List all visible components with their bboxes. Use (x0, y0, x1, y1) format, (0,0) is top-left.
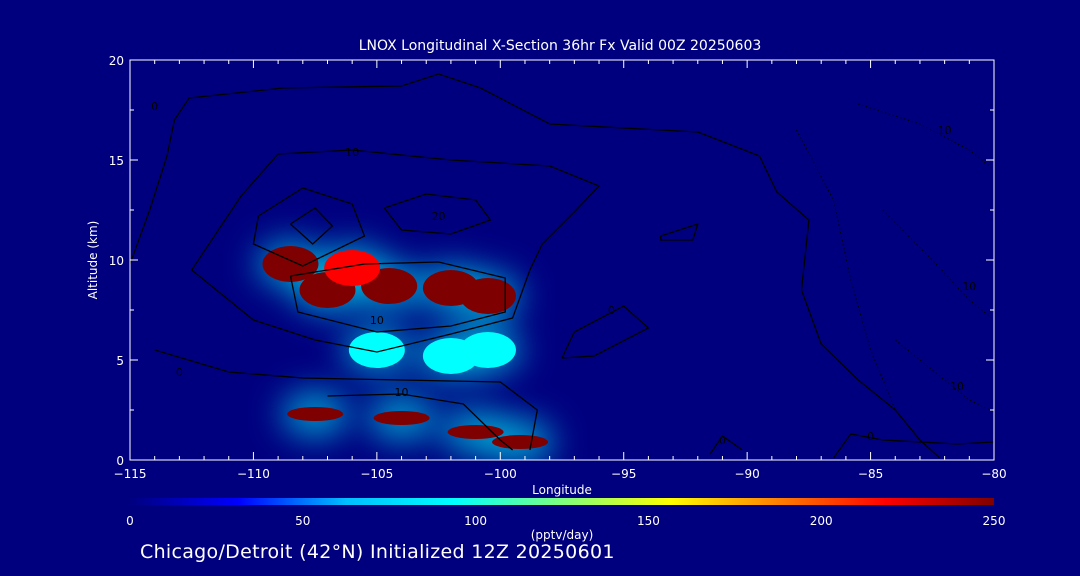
field-core-blob (262, 246, 319, 282)
contour-label: 10 (395, 386, 409, 399)
colorbar-tick-label: 200 (810, 514, 833, 528)
y-tick-label: 0 (116, 454, 124, 468)
contour-line (660, 222, 699, 241)
contour-line (252, 187, 366, 267)
field-core-blob (287, 407, 344, 421)
contour-label: 0 (719, 434, 726, 447)
y-axis: 0 5 10 15 20 (109, 54, 994, 468)
field-core-blob (324, 250, 381, 286)
colorbar-tick-label: 0 (126, 514, 134, 528)
contour-label: 10 (938, 124, 952, 137)
contour-label: 0 (867, 430, 874, 443)
x-tick-label: −85 (858, 467, 883, 481)
y-tick-label: 5 (116, 354, 124, 368)
colorbar-tick-label: 50 (295, 514, 310, 528)
contour-line (561, 305, 650, 359)
x-tick-label: −80 (981, 467, 1006, 481)
colorbar-tick-label: 100 (464, 514, 487, 528)
contour-label: 10 (950, 380, 964, 393)
dotted-contour-line (858, 103, 994, 171)
field-core-blob (492, 435, 549, 449)
x-tick-label: −95 (611, 467, 636, 481)
field-core-blob (373, 411, 430, 425)
contour-label: 10 (370, 314, 384, 327)
colorbar-tick-label: 150 (637, 514, 660, 528)
contour-line (154, 349, 539, 451)
contour-lines: 0 0 0 0 0 10 10 20 10 10 10 10 (130, 73, 994, 459)
contour-label: 10 (345, 146, 359, 159)
field-core-blob (447, 425, 504, 439)
x-tick-label: −110 (237, 467, 270, 481)
dotted-contour-line (882, 209, 994, 321)
y-tick-label: 20 (109, 54, 124, 68)
x-tick-label: −105 (360, 467, 393, 481)
chart-title: LNOX Longitudinal X-Section 36hr Fx Vali… (359, 38, 762, 54)
contour-line (709, 435, 743, 455)
y-axis-label: Altitude (km) (86, 221, 100, 300)
contour-line (130, 73, 941, 459)
contour-label: 0 (608, 304, 615, 317)
field-core-blob (459, 278, 516, 314)
dotted-contour-line (894, 339, 994, 413)
contour-line (832, 433, 994, 459)
contour-label: 0 (151, 100, 158, 113)
colorbar-tick-label: 250 (983, 514, 1006, 528)
contour-line (289, 261, 506, 333)
contour-line (327, 393, 514, 451)
contour-label: 20 (432, 210, 446, 223)
colorbar (130, 498, 994, 505)
footer-caption: Chicago/Detroit (42°N) Initialized 12Z 2… (140, 541, 615, 563)
field-core-blob (348, 332, 405, 368)
x-tick-label: −115 (114, 467, 147, 481)
contour-line (383, 193, 492, 235)
contour-line (290, 207, 334, 245)
y-tick-label: 10 (109, 254, 124, 268)
y-tick-label: 15 (109, 154, 124, 168)
x-axis-label: Longitude (532, 483, 592, 497)
x-tick-label: −100 (484, 467, 517, 481)
contour-label: 0 (176, 366, 183, 379)
colorbar-label: (pptv/day) (531, 528, 594, 542)
x-axis: −115 −110 −105 −100 −95 −90 −85 −80 (114, 60, 1007, 481)
colorbar-ticks: 0 50 100 150 200 250 (126, 514, 1005, 528)
field-core-blob (459, 332, 516, 368)
x-tick-label: −90 (734, 467, 759, 481)
contour-label: 10 (962, 280, 976, 293)
lightning-nox-field (256, 240, 555, 460)
dotted-contour-line (796, 129, 896, 411)
contour-line (190, 149, 601, 353)
